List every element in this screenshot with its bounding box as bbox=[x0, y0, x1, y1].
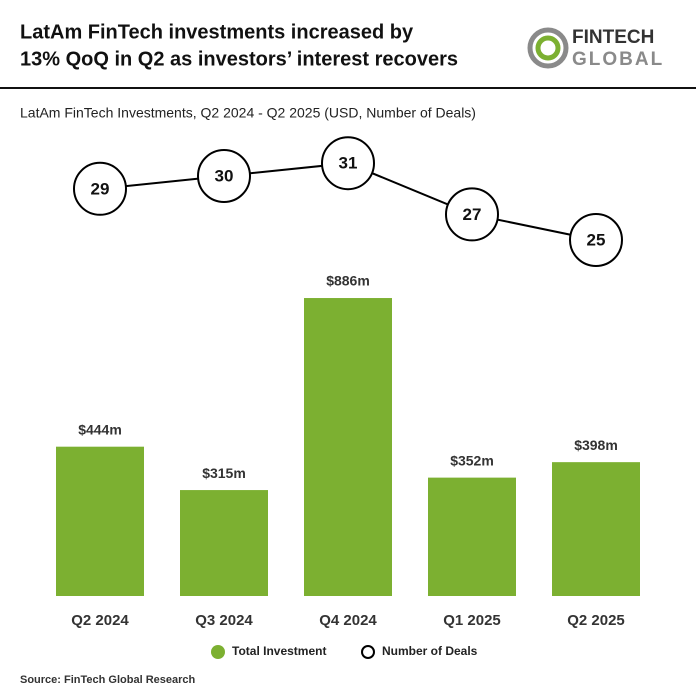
source: Source: FinTech Global Research bbox=[20, 674, 196, 686]
bar bbox=[180, 490, 268, 596]
deals-marker bbox=[73, 161, 127, 216]
logo-ring bbox=[535, 35, 561, 61]
legend-marker bbox=[361, 645, 375, 659]
deals-marker bbox=[445, 187, 499, 242]
value-label: $398m bbox=[574, 437, 618, 453]
chart-title: LatAm FinTech investments increased by bbox=[20, 21, 414, 43]
deals-label: 29 bbox=[91, 179, 110, 198]
bar bbox=[56, 446, 144, 596]
deals-marker bbox=[321, 136, 375, 191]
value-label: $886m bbox=[326, 273, 370, 289]
logo: FINTECH GLOBAL bbox=[527, 27, 664, 70]
value-label: $352m bbox=[450, 452, 494, 468]
value-label: $315m bbox=[202, 465, 246, 481]
x-tick-label: Q2 2024 bbox=[71, 612, 129, 629]
deals-marker bbox=[569, 213, 623, 267]
x-tick-label: Q3 2024 bbox=[195, 612, 253, 629]
x-tick-label: Q1 2025 bbox=[443, 612, 501, 629]
deals-marker bbox=[197, 149, 251, 203]
bar bbox=[428, 477, 516, 596]
x-tick-label: Q4 2024 bbox=[319, 612, 377, 629]
deals-label: 25 bbox=[587, 230, 606, 249]
x-tick-label: Q2 2025 bbox=[567, 612, 625, 629]
legend-label: Number of Deals bbox=[382, 644, 478, 658]
legend-marker bbox=[211, 645, 225, 659]
bar bbox=[304, 298, 392, 596]
logo-text: FINTECH bbox=[572, 27, 654, 48]
chart-title: 13% QoQ in Q2 as investors’ interest rec… bbox=[20, 48, 458, 70]
chart-subtitle: LatAm FinTech Investments, Q2 2024 - Q2 … bbox=[20, 105, 476, 121]
deals-label: 31 bbox=[339, 154, 358, 173]
deals-label: 30 bbox=[215, 166, 234, 185]
bar bbox=[552, 462, 640, 596]
legend-label: Total Investment bbox=[232, 644, 326, 658]
deals-label: 27 bbox=[463, 205, 482, 224]
value-label: $444m bbox=[78, 421, 122, 437]
logo-text: GLOBAL bbox=[572, 49, 664, 70]
logo-ring bbox=[527, 27, 569, 69]
